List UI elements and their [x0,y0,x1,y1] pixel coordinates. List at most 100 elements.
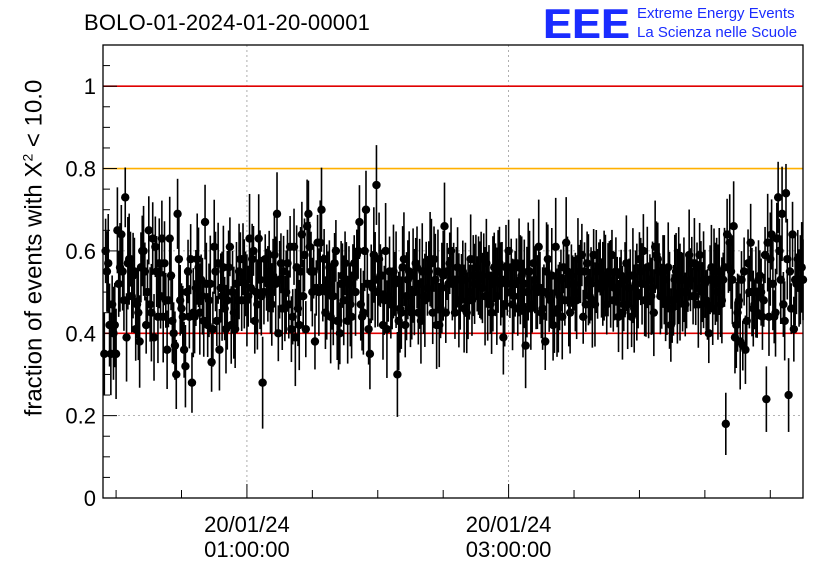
data-point [548,320,558,330]
data-point [784,390,793,400]
data-point [200,217,210,227]
data-point [145,300,155,309]
data-point [543,254,553,264]
data-point [151,242,160,251]
data-point [295,320,304,330]
data-point [178,312,188,321]
data-point [162,345,172,354]
data-point [729,222,738,231]
data-point [639,246,648,256]
data-point [335,329,345,338]
data-point [330,259,339,268]
data-point [117,230,126,239]
data-point [429,254,439,264]
data-point [329,292,338,301]
data-point [305,242,314,251]
y-tick-label: 1 [84,74,96,99]
x-tick-date-label: 20/01/24 [204,512,290,537]
data-point [254,234,263,243]
data-point [340,259,350,268]
data-point [382,324,392,334]
data-point [393,370,402,379]
data-point [267,300,276,309]
data-point [215,345,224,354]
data-point [186,254,195,264]
y-axis-label: fraction of events with X2 < 10.0 [20,80,49,417]
data-series [100,145,808,455]
data-point [440,222,449,231]
y-tick-label: 0 [84,486,96,511]
data-point [499,333,508,342]
logo-text-line1: Extreme Energy Events [637,5,795,22]
data-point [361,205,371,214]
data-point [193,254,202,264]
data-point [649,308,659,317]
data-point [172,370,181,379]
data-point [166,271,176,280]
data-point [551,242,560,251]
data-point [174,254,184,264]
data-point [310,337,320,346]
data-point [331,246,341,256]
data-point [785,267,795,276]
data-point [144,226,153,235]
data-point [179,345,189,354]
data-point [781,189,791,198]
data-point [759,296,768,305]
data-point [258,378,267,387]
data-point [160,259,169,268]
data-point [755,271,765,280]
data-point [739,267,749,276]
data-point [704,329,713,338]
data-point [728,275,737,284]
data-point [122,333,131,342]
data-point [773,193,783,202]
data-point [114,279,123,289]
data-point [118,267,127,276]
data-point [381,246,390,256]
data-point [771,308,780,317]
y-label-symbol: X [20,161,48,178]
data-point [521,341,530,350]
data-point [538,304,547,313]
data-point [777,209,787,219]
data-point [372,180,381,190]
data-point [177,304,186,313]
data-point [347,312,356,321]
data-point [104,259,113,268]
data-point [582,259,592,268]
data-point [541,337,550,346]
data-point [397,308,406,317]
data-point [287,324,296,334]
data-point [165,234,174,243]
eee-logo: EEE Extreme Energy Events La Scienza nel… [543,2,835,46]
data-point [487,308,496,317]
data-point [169,329,178,338]
data-point [365,349,375,359]
data-point [110,320,119,330]
data-point [789,324,799,334]
data-point [534,242,543,251]
data-point [206,279,215,289]
data-point [298,292,308,301]
data-point [509,292,519,301]
data-point [173,209,182,219]
data-point [141,320,151,330]
data-point [247,254,257,264]
data-point [111,349,121,359]
y-axis: 0 0.2 0.4 0.6 0.8 1 [65,65,117,511]
data-point [780,316,789,326]
data-point [741,345,750,354]
data-point [779,300,788,309]
y-tick-label: 0.4 [65,321,96,346]
data-point [718,275,728,284]
y-tick-label: 0.6 [65,239,96,264]
data-point [317,205,326,214]
x-tick-time-label: 03:00:00 [466,537,552,562]
chart-title: BOLO-01-2024-01-20-00001 [84,10,371,35]
data-point [181,362,190,371]
data-point [224,263,233,272]
data-point [210,242,219,251]
y-tick-label: 0.8 [65,157,96,182]
